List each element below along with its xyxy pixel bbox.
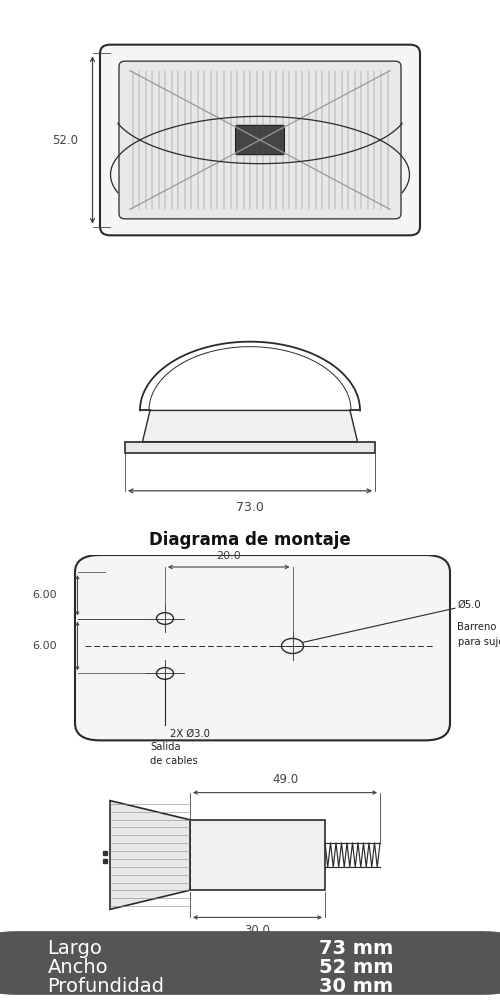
Text: 30 mm: 30 mm — [319, 977, 393, 996]
Text: 49.0: 49.0 — [272, 773, 298, 786]
Text: Profundidad: Profundidad — [48, 977, 164, 996]
FancyBboxPatch shape — [0, 931, 500, 995]
Text: Ancho: Ancho — [48, 958, 108, 977]
Bar — [190, 820, 325, 890]
FancyBboxPatch shape — [75, 555, 450, 740]
Text: 6.00: 6.00 — [32, 641, 58, 651]
Text: Barreno: Barreno — [458, 622, 497, 632]
Bar — [125, 442, 375, 453]
Polygon shape — [110, 801, 190, 909]
Text: para sujeción: para sujeción — [458, 637, 500, 647]
Text: Largo: Largo — [48, 939, 102, 958]
Text: 2X Ø3.0: 2X Ø3.0 — [170, 728, 210, 738]
Text: 52 mm: 52 mm — [319, 958, 394, 977]
FancyBboxPatch shape — [100, 45, 420, 235]
FancyBboxPatch shape — [236, 125, 284, 155]
Text: 30.0: 30.0 — [244, 924, 270, 937]
Text: Salida: Salida — [150, 742, 180, 752]
Text: Ø5.0: Ø5.0 — [458, 600, 481, 610]
Text: Diagrama de montaje: Diagrama de montaje — [149, 531, 351, 549]
Text: 73.0: 73.0 — [236, 501, 264, 514]
Text: 20.0: 20.0 — [216, 551, 241, 561]
Text: 52.0: 52.0 — [52, 133, 78, 146]
Text: 6.00: 6.00 — [32, 590, 58, 600]
Text: de cables: de cables — [150, 756, 198, 766]
Text: 73 mm: 73 mm — [319, 939, 394, 958]
Polygon shape — [142, 410, 358, 442]
FancyBboxPatch shape — [119, 61, 401, 219]
